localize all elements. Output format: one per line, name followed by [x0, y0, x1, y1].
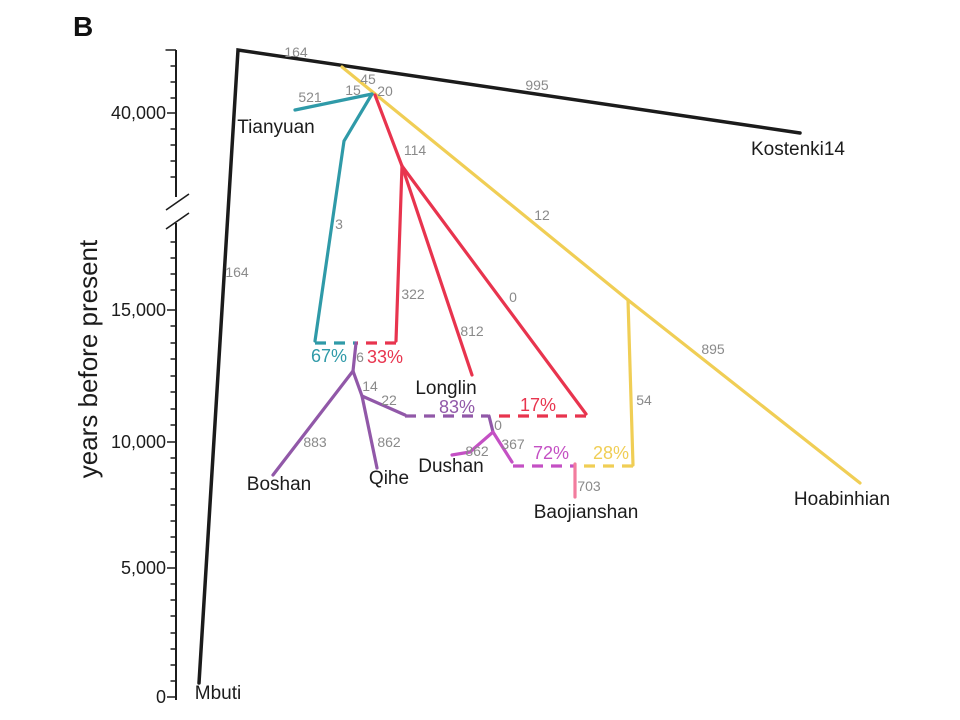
branch-label-coastal-stem: 6 [356, 349, 364, 365]
y-axis-minor-ticks [170, 65, 176, 682]
branch-label-hoabinhian-split: 12 [534, 207, 550, 223]
branch-label-longlin-tip: 812 [460, 323, 484, 339]
purple-lineage [271, 341, 495, 477]
tip-label-hoabinhian: Hoabinhian [794, 489, 890, 510]
branch-label-hoabinhian-drift: 54 [636, 392, 652, 408]
tip-label-kostenki14: Kostenki14 [751, 139, 845, 160]
teal-lineage [293, 92, 374, 345]
branch-label-inland: 322 [401, 286, 425, 302]
tip-label-qihe: Qihe [369, 468, 409, 489]
branch-zero [400, 164, 588, 416]
branch-tianyuan-tip [293, 92, 374, 112]
admixture-label-83: 83% [439, 397, 475, 417]
tick-label-10000: 10,000 [111, 432, 166, 452]
tip-label-boshan: Boshan [247, 474, 311, 495]
branch-dushan [450, 430, 495, 457]
branch-boshan [271, 369, 355, 477]
branch-label-east-asia-split: 20 [377, 83, 393, 99]
branch-dushan-stem [487, 414, 495, 434]
yellow-lineage [340, 65, 862, 485]
branch-label-dushan-right: 367 [501, 436, 525, 452]
axis-break-icon [165, 193, 190, 230]
branch-dushan-right [491, 430, 514, 464]
branch-hoabinhian-drift [626, 298, 635, 467]
y-axis-title: years before present [73, 239, 103, 478]
branch-longlin [400, 164, 474, 377]
y-axis-major-ticks [165, 49, 176, 698]
branch-label-boshan-tip: 883 [303, 434, 327, 450]
tick-label-40000: 40,000 [111, 103, 166, 123]
branch-qihe [360, 394, 379, 470]
admixture-percent-labels: 67% 33% 83% 17% 72% 28% [311, 346, 629, 463]
branch-label-east-asia-node: 114 [404, 142, 427, 158]
y-axis: 40,000 15,000 10,000 5,000 0 years befor… [73, 49, 190, 707]
branch-inland-322 [394, 164, 404, 343]
branch-coastal-right [360, 394, 407, 417]
tip-label-tianyuan: Tianyuan [237, 117, 314, 138]
tip-labels: Tianyuan Kostenki14 Hoabinhian Longlin B… [195, 117, 890, 704]
branch-label-mbuti: 164 [225, 264, 249, 280]
branch-label-coastal-mid: 14 [362, 378, 378, 394]
tick-label-5000: 5,000 [121, 558, 166, 578]
admixture-label-72: 72% [533, 443, 569, 463]
admixture-label-17: 17% [520, 395, 556, 415]
branch-label-tianyuan-split: 15 [345, 82, 361, 98]
panel-label: B [73, 11, 93, 42]
branch-label-zero: 0 [509, 289, 517, 305]
admixture-label-67: 67% [311, 346, 347, 366]
magenta-lineage [450, 430, 575, 468]
branch-length-labels: 164 995 45 15 20 521 3 114 12 895 54 164… [225, 44, 725, 494]
tip-label-dushan: Dushan [418, 456, 484, 477]
branch-label-qihe-tip: 862 [377, 434, 401, 450]
tip-label-mbuti: Mbuti [195, 683, 241, 704]
branch-label-kostenki: 995 [525, 77, 549, 93]
admixture-label-28: 28% [593, 443, 629, 463]
tick-label-0: 0 [156, 687, 166, 707]
branch-label-coastal-right: 22 [381, 392, 397, 408]
branch-label-baojianshan-tip: 703 [577, 478, 601, 494]
tip-label-longlin: Longlin [415, 378, 476, 399]
branch-tianyuan-drift [313, 92, 374, 343]
branch-coastal-stem [351, 341, 358, 373]
branch-label-dushan-tip: 862 [465, 443, 489, 459]
branch-label-asia-node: 45 [360, 71, 376, 87]
branch-root-mbuti-kostenki14 [197, 47, 802, 685]
branch-label-dushan-stem: 0 [494, 417, 502, 433]
branch-label-tianyuan-tip: 521 [298, 89, 322, 105]
branch-label-root-eurasia: 164 [284, 44, 308, 60]
branch-east-asia-stem [373, 93, 404, 168]
admixture-label-33: 33% [367, 347, 403, 367]
branch-label-tianyuan-drift: 3 [335, 216, 343, 232]
red-lineage [357, 93, 588, 418]
tick-label-15000: 15,000 [111, 300, 166, 320]
black-lineage [197, 47, 802, 685]
tip-label-baojianshan: Baojianshan [534, 502, 639, 523]
branch-coastal-mid [351, 369, 364, 398]
branch-label-hoabinhian-tip: 895 [701, 341, 725, 357]
